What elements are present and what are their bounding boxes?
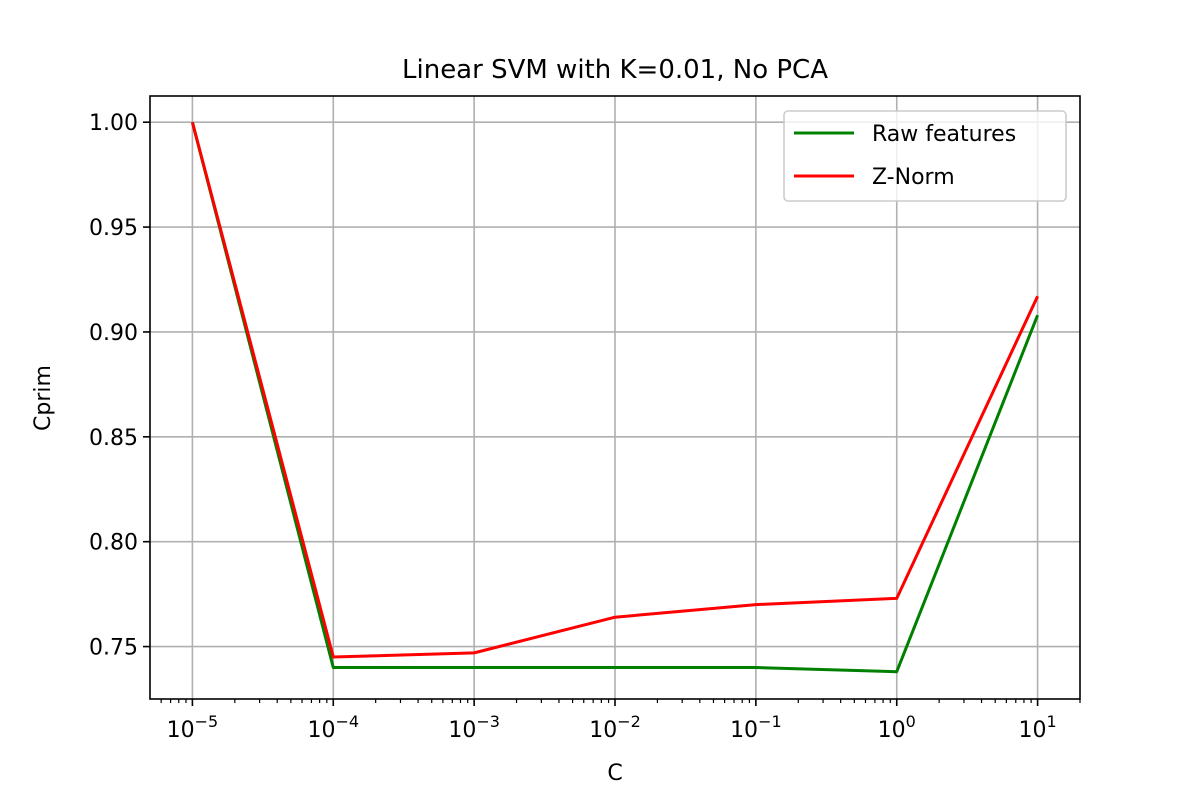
x-tick-label: 100 (878, 712, 916, 743)
x-tick-label: 10−2 (589, 712, 641, 743)
y-tick-label: 0.85 (89, 426, 138, 451)
legend: Raw features Z-Norm (783, 110, 1067, 202)
y-axis-label: Cprim (31, 365, 56, 431)
y-tick-label: 1.00 (89, 111, 138, 136)
x-tick-label: 10−4 (307, 712, 359, 743)
chart-title: Linear SVM with K=0.01, No PCA (402, 55, 828, 85)
legend-label: Z-Norm (872, 165, 955, 190)
series-line-raw-features (190, 121, 1039, 674)
y-tick-label: 0.95 (89, 216, 138, 241)
x-tick-label: 10−1 (730, 712, 782, 743)
x-tick-label: 10−3 (448, 712, 500, 743)
axis-ticks: 10−5 10−4 10−3 10−2 10−1 100 101 0.75 0.80 0.85 0.… (89, 111, 1081, 743)
y-tick-label: 0.90 (89, 321, 138, 346)
legend-label: Raw features (872, 122, 1016, 147)
series-lines (190, 121, 1039, 674)
legend-box (783, 110, 1067, 202)
x-tick-label: 101 (1019, 712, 1057, 743)
series-line-z-norm (190, 121, 1039, 659)
x-axis-label: C (607, 761, 622, 786)
x-tick-label: 10−5 (167, 712, 219, 743)
y-tick-label: 0.75 (89, 636, 138, 661)
y-tick-label: 0.80 (89, 531, 138, 556)
